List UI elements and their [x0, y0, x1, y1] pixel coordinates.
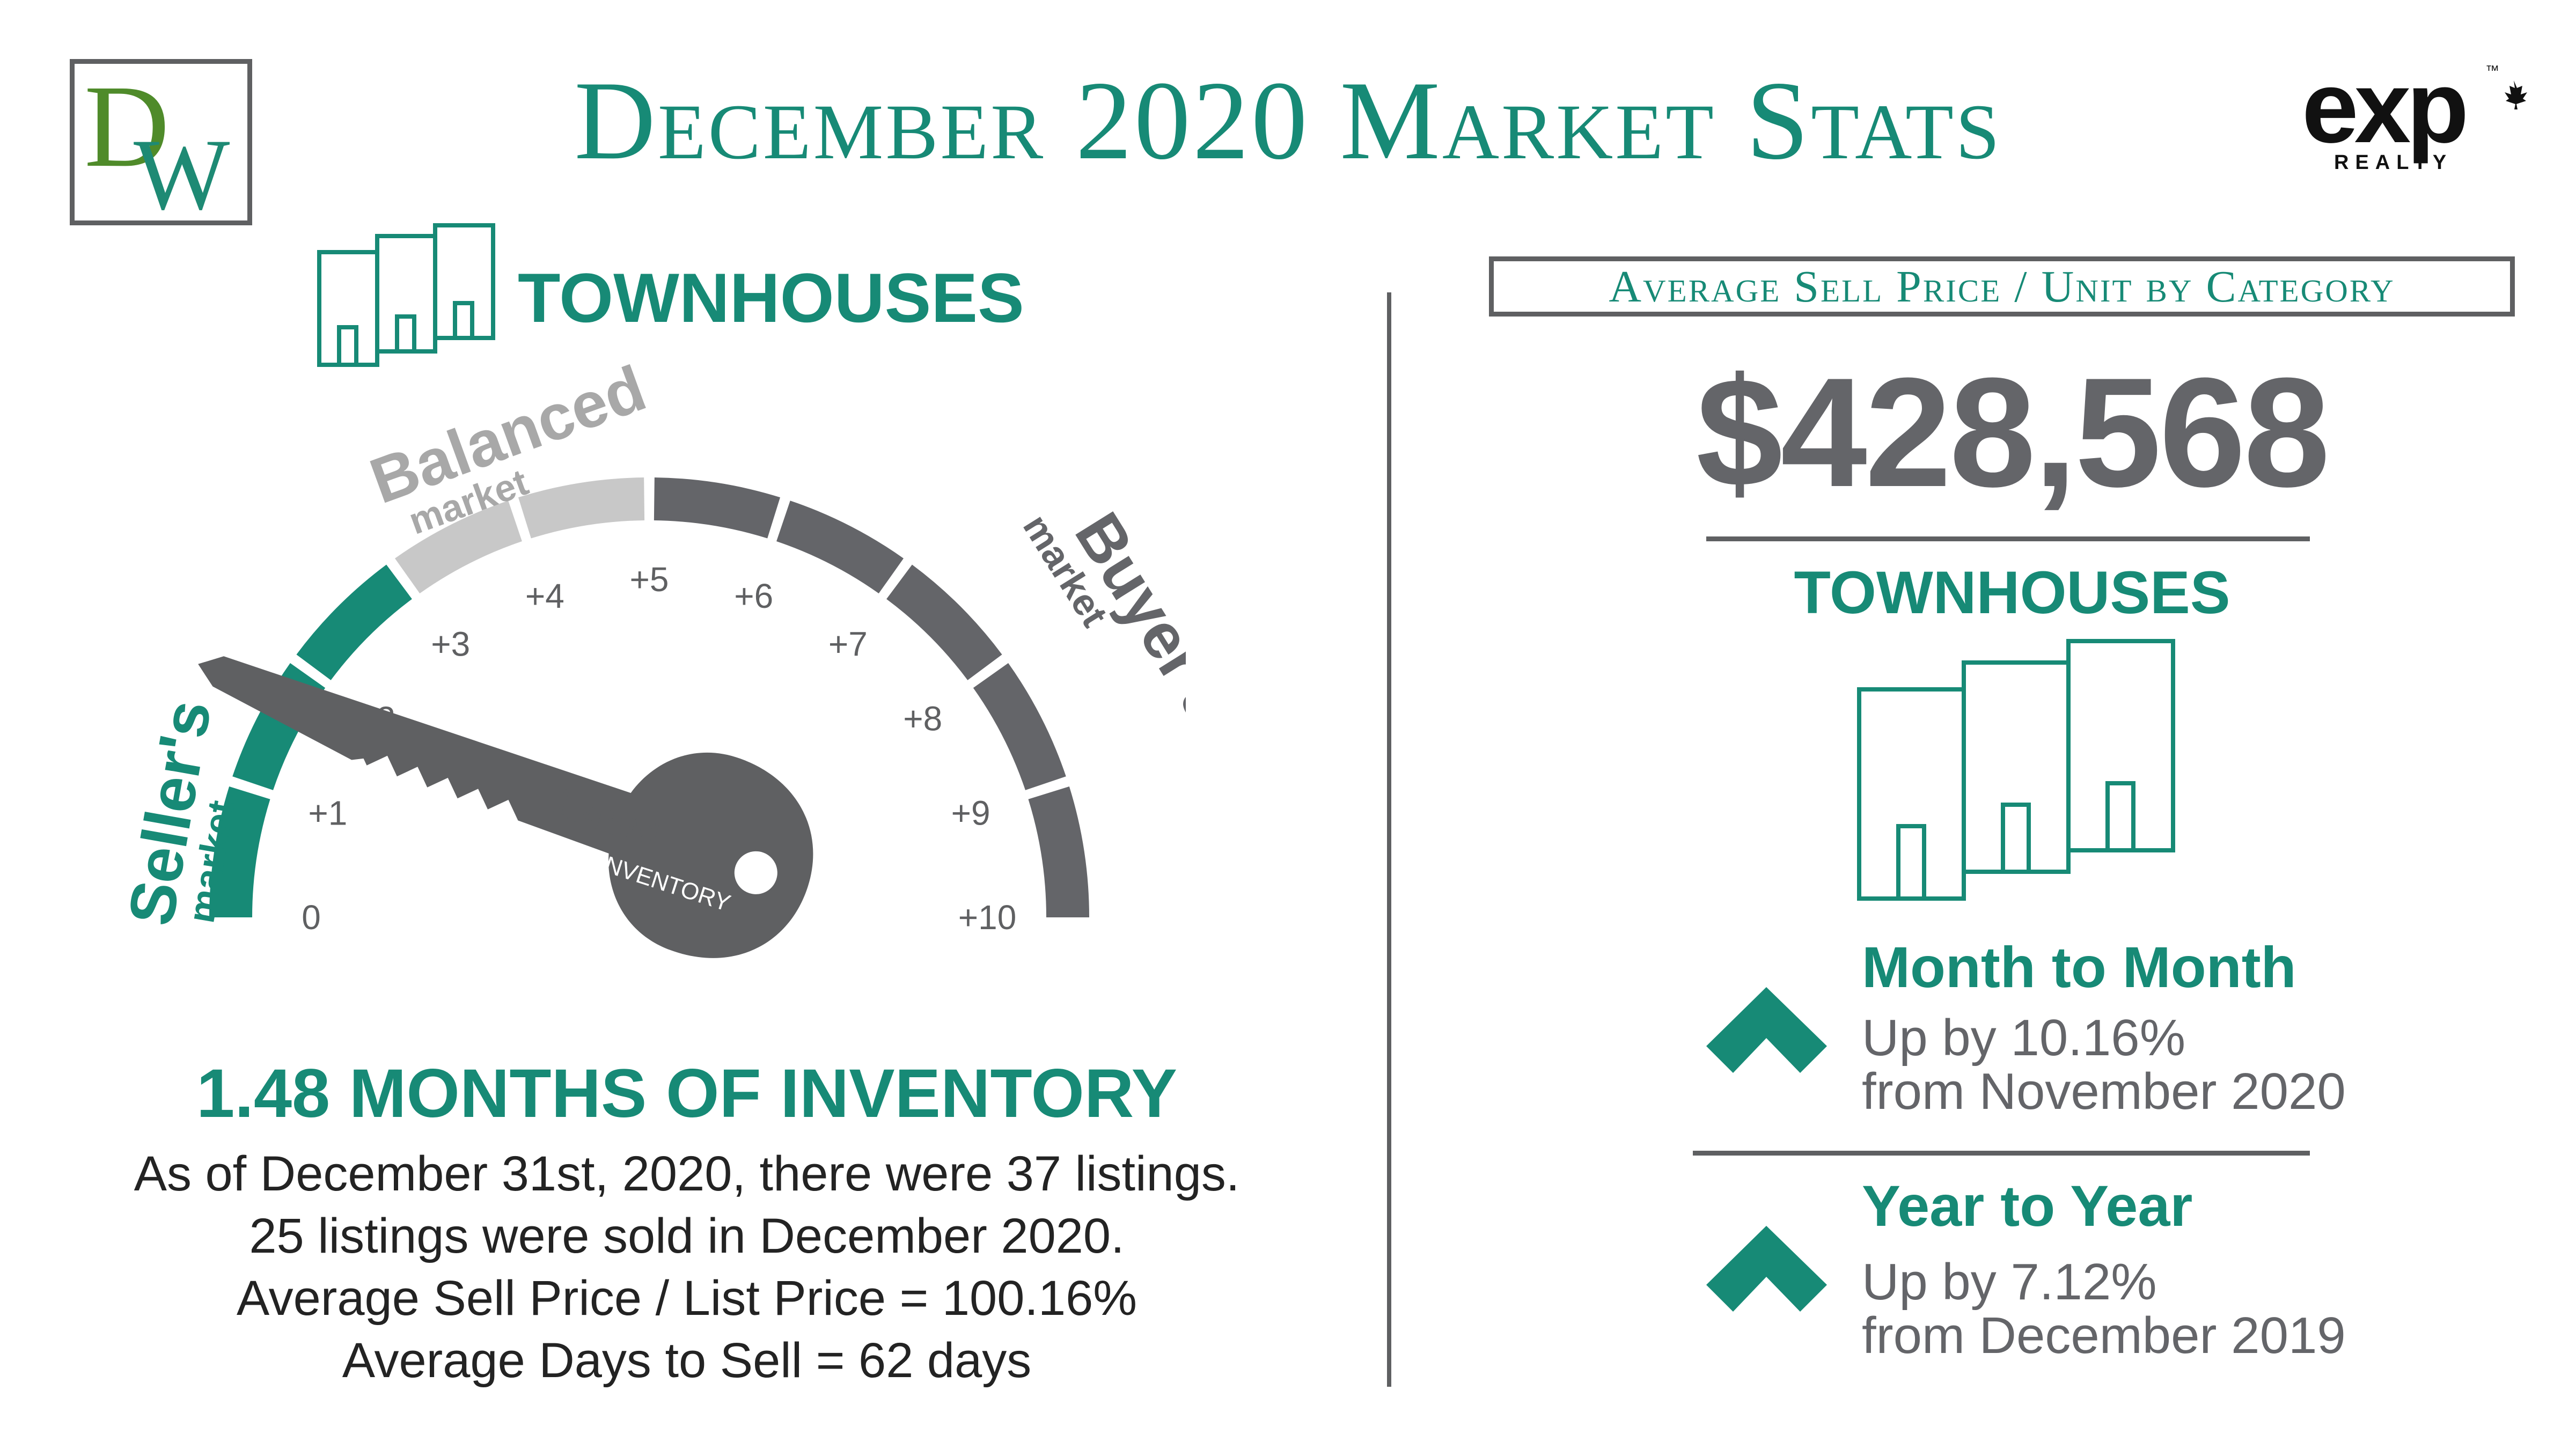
- gauge-segment: [209, 786, 270, 917]
- detail-line: Average Days to Sell = 62 days: [342, 1333, 1032, 1388]
- dw-logo: D W DW: [70, 59, 252, 231]
- gauge-tick-label: +1: [308, 793, 347, 832]
- gauge-segment: [886, 564, 1002, 680]
- gauge-tick-label: +4: [525, 577, 564, 615]
- gauge-tick-label: 0: [302, 898, 321, 937]
- dw-logo-w: W: [134, 119, 230, 220]
- exp-logo-text: exp: [2302, 59, 2465, 164]
- market-gauge: 0+1+2+3+4+5+6+7+8+9+10 Seller's market B…: [115, 352, 1186, 958]
- price-divider: [1706, 536, 2310, 541]
- townhouse-icon: [317, 223, 495, 367]
- gauge-segments: [209, 477, 1089, 917]
- year-to-year-change: Up by 7.12%: [1862, 1253, 2157, 1311]
- comparison-divider: [1693, 1151, 2310, 1156]
- gauge-tick-label: +9: [951, 793, 990, 832]
- page-title: December 2020 Market Stats: [574, 58, 2002, 183]
- detail-line: 25 listings were sold in December 2020.: [249, 1209, 1125, 1263]
- inventory-details: As of December 31st, 2020, there were 37…: [0, 1143, 1374, 1392]
- exp-logo-sub: REALTY: [2334, 151, 2453, 172]
- month-to-month-reference: from November 2020: [1862, 1063, 2346, 1120]
- column-divider: [1387, 292, 1391, 1387]
- gauge-tick-label: +5: [630, 560, 669, 599]
- maple-leaf-icon: [2505, 80, 2527, 109]
- exp-realty-logo: exp REALTY ™: [2302, 50, 2533, 174]
- avg-price-banner: Average Sell Price / Unit by Category: [1489, 256, 2515, 317]
- gauge-segment: [973, 663, 1066, 790]
- gauge-tick-label: +10: [958, 898, 1017, 937]
- year-to-year-title: Year to Year: [1862, 1173, 2193, 1238]
- gauge-tick-label: +6: [734, 577, 773, 615]
- gauge-tick-label: +3: [431, 624, 470, 663]
- gauge-tick-label: +7: [828, 624, 868, 663]
- left-category-title: TOWNHOUSES: [518, 259, 1024, 337]
- year-to-year-reference: from December 2019: [1862, 1307, 2346, 1364]
- month-to-month-change: Up by 10.16%: [1862, 1009, 2186, 1066]
- gauge-segment: [1028, 786, 1089, 917]
- gauge-segment: [296, 564, 412, 680]
- gauge-tick-label: +8: [903, 700, 942, 738]
- detail-line: Average Sell Price / List Price = 100.16…: [236, 1271, 1137, 1326]
- right-category-title: TOWNHOUSES: [1794, 559, 2230, 626]
- inventory-headline: 1.48 MONTHS OF INVENTORY: [196, 1055, 1177, 1132]
- key-pointer-icon: [198, 656, 813, 958]
- detail-line: As of December 31st, 2020, there were 37…: [134, 1146, 1240, 1201]
- townhouse-large-icon: [1857, 639, 2175, 901]
- avg-sell-price: $428,568: [1696, 345, 2330, 519]
- gauge-segment: [395, 501, 522, 594]
- dw-logo-d: D: [84, 64, 170, 192]
- exp-logo-tm: ™: [2485, 62, 2499, 78]
- gauge-segment: [776, 501, 904, 594]
- gauge-segment: [518, 477, 645, 539]
- gauge-segment: [654, 477, 781, 539]
- up-arrow-icon: [1706, 1226, 1827, 1312]
- month-to-month-title: Month to Month: [1862, 935, 2296, 999]
- up-arrow-icon: [1706, 987, 1827, 1073]
